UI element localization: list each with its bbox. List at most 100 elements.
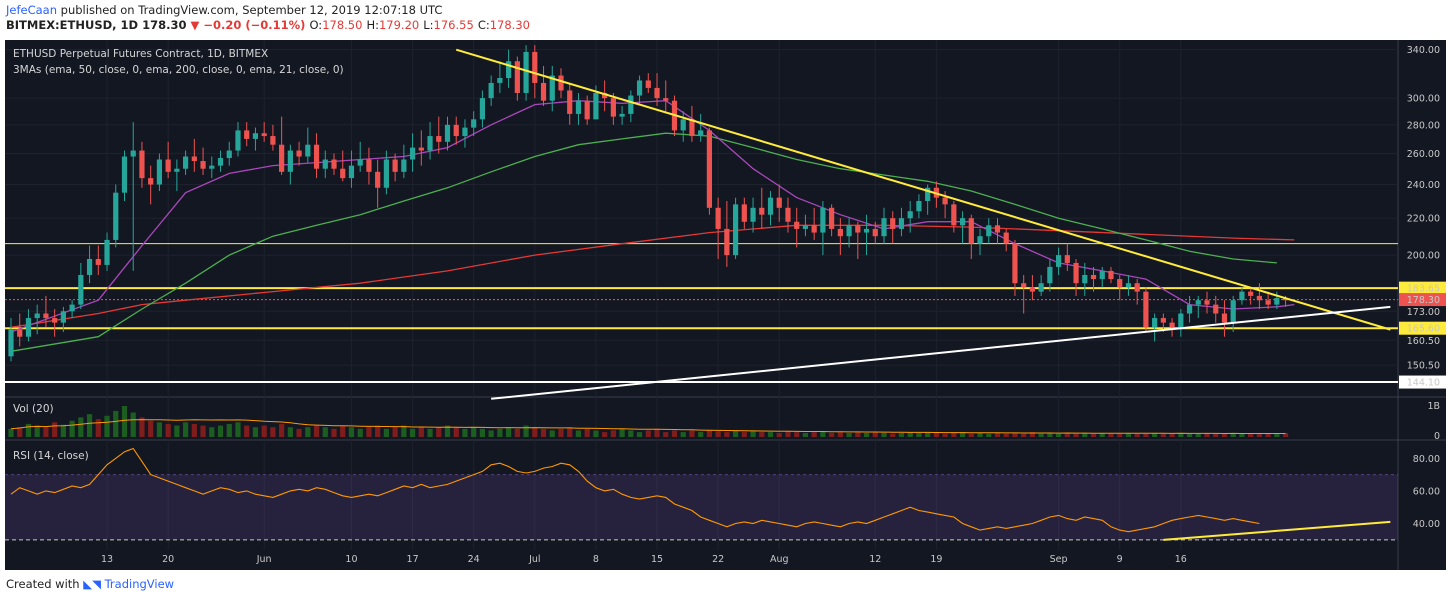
candle bbox=[549, 75, 555, 101]
volume-bar bbox=[706, 430, 712, 437]
volume-bar bbox=[305, 427, 311, 437]
candle bbox=[881, 218, 887, 237]
candle bbox=[767, 197, 774, 215]
volume-bar bbox=[34, 425, 40, 437]
candle bbox=[462, 127, 468, 137]
candle bbox=[925, 187, 931, 201]
price-tick-label: 200.00 bbox=[1407, 251, 1440, 262]
candle bbox=[698, 130, 704, 137]
candle bbox=[750, 207, 756, 222]
candle bbox=[898, 218, 905, 229]
volume-bar bbox=[671, 430, 678, 437]
candle bbox=[1090, 274, 1097, 280]
candle bbox=[1195, 300, 1201, 305]
candle bbox=[1099, 270, 1105, 280]
candle bbox=[113, 192, 119, 240]
candle bbox=[628, 95, 634, 114]
candle bbox=[715, 207, 721, 229]
candle bbox=[444, 124, 451, 142]
price-label-bg bbox=[1399, 321, 1446, 335]
volume-bar bbox=[741, 432, 747, 437]
candle bbox=[383, 159, 389, 188]
volume-bar bbox=[514, 428, 520, 437]
candle bbox=[802, 225, 809, 229]
volume-tick-label: 0 bbox=[1434, 431, 1440, 442]
candle bbox=[846, 225, 852, 237]
volume-bar bbox=[1056, 433, 1062, 437]
volume-bar bbox=[43, 427, 49, 437]
date-tick-label: 8 bbox=[593, 554, 599, 565]
volume-bar bbox=[549, 430, 555, 437]
candle bbox=[689, 119, 695, 137]
candle bbox=[401, 159, 407, 172]
price-tick-label: 260.00 bbox=[1407, 149, 1440, 160]
volume-bar bbox=[104, 415, 110, 437]
candle bbox=[104, 239, 110, 265]
volume-bar bbox=[191, 423, 197, 437]
volume-bar bbox=[1134, 433, 1140, 437]
candle bbox=[235, 130, 241, 151]
price-tick-label: 160.50 bbox=[1407, 336, 1440, 347]
candle bbox=[1073, 262, 1079, 284]
price-tick-label: 150.50 bbox=[1407, 361, 1440, 372]
footer: Created with ◣◥ TradingView bbox=[6, 577, 174, 591]
candle bbox=[794, 221, 800, 229]
candle bbox=[156, 159, 163, 185]
rsi-tick-label: 40.00 bbox=[1413, 519, 1440, 530]
footer-brand[interactable]: TradingView bbox=[104, 577, 175, 591]
date-tick-label: Aug bbox=[770, 554, 789, 565]
volume-bar bbox=[8, 428, 14, 437]
candle bbox=[1248, 291, 1254, 296]
candle bbox=[732, 204, 739, 256]
candle bbox=[837, 228, 843, 237]
candle bbox=[1143, 291, 1149, 328]
candle bbox=[532, 51, 538, 83]
volume-tick-label: 1B bbox=[1427, 401, 1440, 412]
volume-bar bbox=[1213, 433, 1219, 437]
chart-svg[interactable]: 340.00 300.00 280.00 260.00 240.00 220.00 200.… bbox=[5, 40, 1446, 570]
volume-bar bbox=[235, 422, 241, 437]
volume-bar bbox=[217, 425, 224, 437]
volume-bar bbox=[226, 423, 232, 437]
candle bbox=[636, 80, 643, 96]
candle bbox=[191, 156, 197, 162]
volume-bar bbox=[994, 432, 1001, 437]
volume-bar bbox=[794, 432, 800, 437]
chart-subtitle: 3MAs (ema, 50, close, 0, ema, 200, close… bbox=[13, 64, 344, 76]
volume-bar bbox=[331, 428, 337, 437]
candle bbox=[252, 133, 259, 139]
candle bbox=[514, 61, 520, 93]
rsi-trend-line bbox=[1163, 520, 1391, 541]
candle bbox=[959, 218, 966, 226]
volume-bar bbox=[1282, 432, 1289, 437]
volume-bar bbox=[636, 432, 643, 437]
volume-bar bbox=[479, 428, 486, 437]
publish-text: published on TradingView.com, September … bbox=[60, 3, 443, 17]
candle bbox=[52, 318, 58, 323]
candle bbox=[1239, 291, 1245, 301]
candle bbox=[584, 100, 590, 120]
volume-bar bbox=[584, 428, 590, 437]
date-tick-label: 16 bbox=[1175, 554, 1187, 565]
candle bbox=[34, 313, 40, 319]
volume-bar bbox=[959, 432, 966, 437]
volume-bar bbox=[392, 427, 398, 437]
volume-bar bbox=[113, 410, 119, 437]
candle bbox=[951, 204, 957, 226]
volume-bar bbox=[1029, 432, 1036, 437]
volume-bar bbox=[444, 425, 451, 437]
volume-bar bbox=[261, 425, 267, 437]
symbol-info: BITMEX:ETHUSD, 1D 178.30 ▼ −0.20 (−0.11%… bbox=[6, 18, 530, 32]
volume-bar bbox=[776, 432, 782, 437]
volume-bar bbox=[375, 425, 381, 437]
volume-bar bbox=[165, 423, 171, 437]
volume-bar bbox=[78, 417, 84, 437]
candle bbox=[776, 197, 782, 208]
author-link[interactable]: JefeCaan bbox=[6, 3, 58, 17]
candle bbox=[244, 130, 250, 139]
chart-area[interactable]: 340.00 300.00 280.00 260.00 240.00 220.00 200.… bbox=[5, 40, 1446, 570]
volume-bar bbox=[750, 431, 756, 437]
volume-bar bbox=[732, 430, 739, 437]
candle bbox=[418, 147, 424, 151]
volume-bar bbox=[69, 420, 75, 437]
